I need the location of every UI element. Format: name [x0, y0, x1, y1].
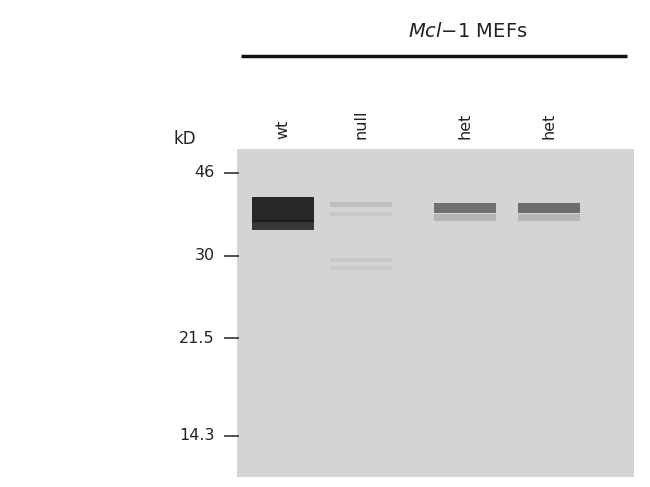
Text: het: het [457, 112, 473, 139]
Text: null: null [353, 109, 369, 139]
Bar [330, 266, 391, 270]
Text: 14.3: 14.3 [179, 429, 215, 443]
Bar [237, 149, 634, 477]
Bar [519, 214, 580, 221]
Text: 46: 46 [194, 166, 214, 180]
Bar [330, 212, 391, 216]
Bar [434, 214, 495, 221]
Bar [330, 202, 391, 207]
Text: 30: 30 [194, 248, 214, 263]
Bar [330, 258, 391, 262]
Bar [252, 220, 313, 230]
Text: wt: wt [275, 119, 291, 139]
Bar [519, 203, 580, 213]
Text: 21.5: 21.5 [179, 331, 215, 346]
Bar [434, 203, 495, 213]
Text: $\mathit{Mcl}$$\mathit{-1}$ MEFs: $\mathit{Mcl}$$\mathit{-1}$ MEFs [408, 22, 528, 41]
Bar [252, 197, 313, 222]
Text: het: het [541, 112, 557, 139]
Text: kD: kD [174, 130, 196, 148]
